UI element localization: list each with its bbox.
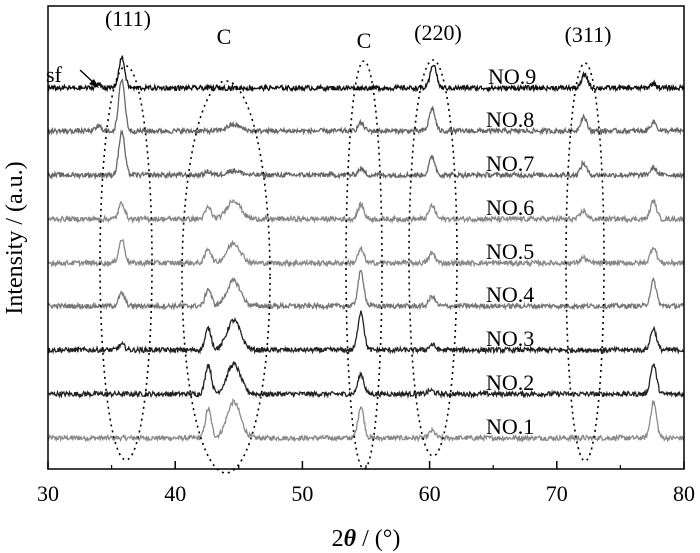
x-tick-label: 70: [546, 481, 568, 506]
x-tick-label: 40: [164, 481, 186, 506]
series-label: NO.6: [486, 195, 534, 220]
series-line-2: [47, 360, 685, 399]
peak-annotation: (111): [105, 6, 151, 31]
series-label: NO.3: [486, 326, 534, 351]
peak-ellipse: [408, 59, 458, 457]
peak-ellipses: [99, 59, 605, 474]
series-line-3: [47, 310, 685, 355]
x-axis: 30 40 50 60 70 80: [37, 461, 695, 506]
series-label: NO.1: [486, 414, 534, 439]
series-label: NO.8: [486, 107, 534, 132]
peak-ellipse: [181, 80, 271, 474]
peak-annotations: (111) C C (220) (311) sf: [46, 6, 611, 88]
series-line-6: [47, 198, 685, 224]
peak-annotation: sf: [46, 62, 63, 87]
x-tick-label: 50: [291, 481, 313, 506]
peak-ellipse: [99, 65, 153, 461]
peak-annotation: (311): [565, 22, 612, 47]
series-line-5: [47, 238, 685, 268]
x-axis-label-suffix: / (°): [356, 526, 400, 552]
series-line-9: [47, 55, 685, 93]
y-axis-label: Intensity / (a.u.): [2, 161, 28, 314]
plot-frame: [47, 5, 685, 470]
series-label: NO.7: [486, 151, 534, 176]
series-label: NO.9: [488, 64, 536, 89]
x-tick-label: 30: [37, 481, 59, 506]
series-label: NO.2: [486, 370, 534, 395]
x-axis-label: 2θ / (°): [332, 526, 401, 552]
x-axis-label-symbol: θ: [344, 526, 357, 552]
series-label: NO.4: [486, 282, 534, 307]
series-line-8: [47, 78, 685, 136]
peak-ellipse: [565, 62, 605, 462]
sf-arrowhead: [89, 79, 99, 88]
peak-annotation: C: [357, 28, 372, 53]
plot-traces: [47, 55, 685, 443]
series-line-4: [47, 269, 685, 311]
series-label: NO.5: [486, 239, 534, 264]
peak-annotation: C: [217, 24, 232, 49]
x-axis-label-prefix: 2: [332, 526, 344, 552]
x-tick-label: 60: [419, 481, 441, 506]
peak-annotation: (220): [414, 20, 462, 45]
x-tick-label: 80: [673, 481, 695, 506]
series-labels: NO.1 NO.2 NO.3 NO.4 NO.5 NO.6 NO.7 NO.8 NO.9: [486, 64, 536, 439]
series-line-7: [47, 129, 685, 180]
series-line-1: [47, 398, 685, 443]
peak-ellipse: [345, 60, 383, 470]
